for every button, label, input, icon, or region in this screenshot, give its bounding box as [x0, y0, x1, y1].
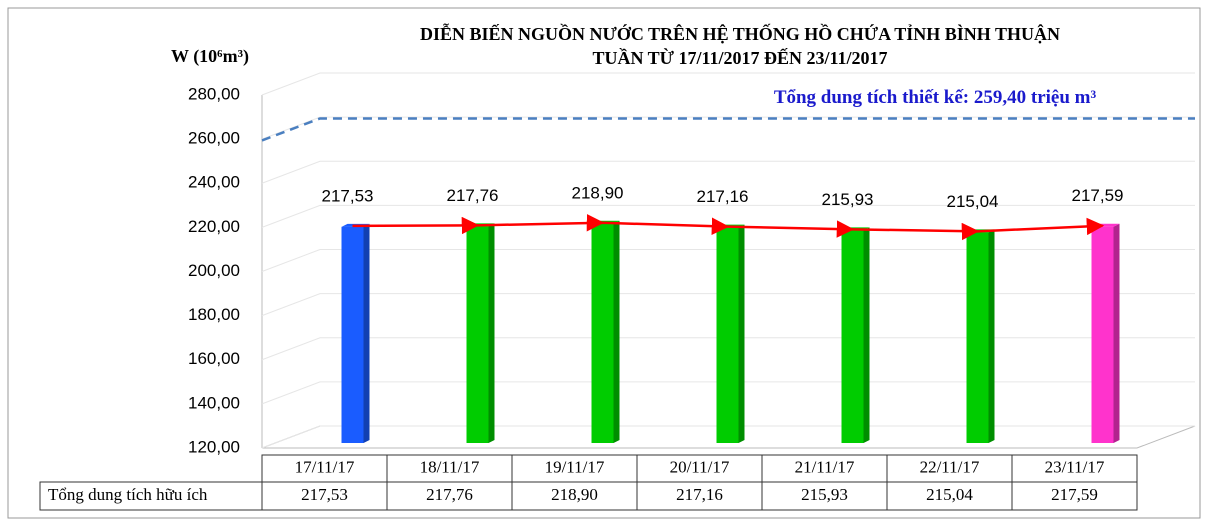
y-tick-label: 220,00 [188, 217, 240, 236]
frame [7, 7, 1201, 519]
x-tick-label: 21/11/17 [795, 457, 855, 476]
grid-line [261, 72, 1195, 96]
bar [716, 227, 739, 443]
data-label: 215,93 [822, 190, 874, 209]
bar [966, 232, 989, 443]
bar-side [1113, 223, 1120, 443]
grid-line [261, 337, 1195, 361]
grid-line [261, 425, 1195, 449]
x-tick-label: 19/11/17 [545, 457, 605, 476]
x-tick-label: 23/11/17 [1045, 457, 1105, 476]
bar [1091, 226, 1114, 443]
y-tick-label: 140,00 [188, 393, 240, 412]
bar-side-shade [988, 229, 995, 443]
grid-line [261, 116, 1195, 140]
x-tick-label: 22/11/17 [920, 457, 980, 476]
bar-side-shade [488, 223, 495, 443]
trend-line [352, 213, 1105, 241]
data-label: 217,53 [322, 186, 374, 205]
table-value: 217,76 [426, 485, 473, 504]
bar-side [863, 227, 870, 443]
y-tick-label: 240,00 [188, 173, 240, 192]
bar [591, 223, 614, 443]
grid-line [261, 204, 1195, 228]
table-value: 215,93 [801, 485, 848, 504]
data-label: 218,90 [572, 183, 624, 202]
y-tick-label: 160,00 [188, 349, 240, 368]
data-label: 215,04 [947, 192, 999, 211]
grid-line [261, 160, 1195, 184]
bar [841, 230, 864, 443]
table-value: 215,04 [926, 485, 973, 504]
table-row-label: Tổng dung tích hữu ích [48, 485, 208, 504]
y-tick-label: 280,00 [188, 84, 240, 103]
data-label: 217,16 [697, 187, 749, 206]
chart-subtitle: TUẦN TỪ 17/11/2017 ĐẾN 23/11/2017 [592, 47, 887, 68]
x-tick-label: 18/11/17 [420, 457, 480, 476]
x-tick-label: 17/11/17 [295, 457, 355, 476]
bar-side-shade [1113, 223, 1120, 443]
bar-side [613, 220, 620, 443]
table-value: 217,16 [676, 485, 723, 504]
data-label: 217,76 [447, 186, 499, 205]
table-cell [1011, 481, 1138, 511]
table-value: 217,59 [1051, 485, 1098, 504]
reference-line [261, 117, 1195, 142]
data-label: 217,59 [1072, 186, 1124, 205]
bar [341, 226, 364, 443]
chart-title: DIỄN BIẾN NGUỒN NƯỚC TRÊN HỆ THỐNG HỒ CH… [420, 23, 1060, 44]
y-axis-label: W (10⁶m³) [171, 46, 249, 67]
bar-side-shade [738, 224, 745, 443]
bar [466, 226, 489, 443]
x-tick-label: 20/11/17 [670, 457, 730, 476]
grid-line [261, 249, 1195, 272]
bar-side-shade [863, 227, 870, 443]
y-tick-label: 200,00 [188, 261, 240, 280]
reference-label: Tổng dung tích thiết kế: 259,40 triệu m³ [774, 87, 1097, 108]
y-tick-label: 180,00 [188, 305, 240, 324]
bar-side [738, 224, 745, 443]
bar-side-shade [363, 223, 370, 443]
bar-side-shade [613, 220, 620, 443]
grid-line [261, 381, 1195, 405]
y-tick-label: 120,00 [188, 437, 240, 456]
bar-side [988, 229, 995, 443]
table-value: 217,53 [301, 485, 348, 504]
bar-side [488, 223, 495, 443]
grid-line [261, 293, 1195, 317]
bar-side [363, 223, 370, 443]
y-tick-label: 260,00 [188, 129, 240, 148]
table-value: 218,90 [551, 485, 598, 504]
